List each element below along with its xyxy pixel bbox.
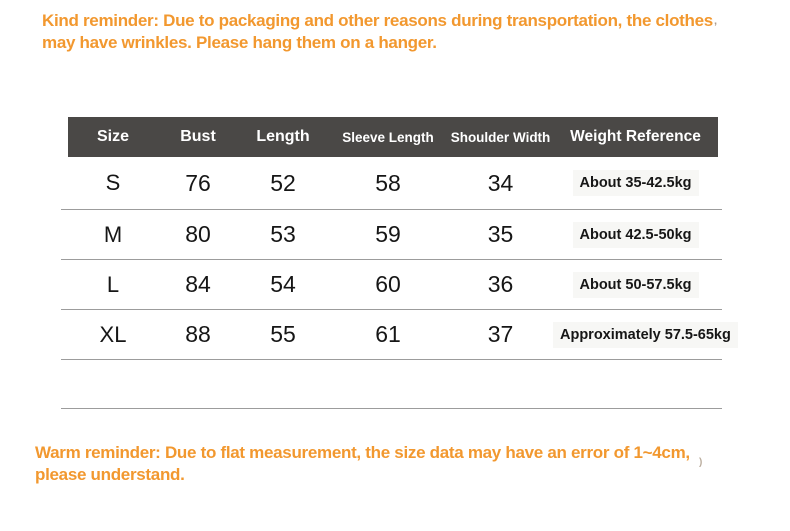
cell-weight-reference: About 35-42.5kg — [553, 170, 718, 196]
table-row-s: S 76 52 58 34 About 35-42.5kg — [61, 157, 722, 210]
cell-bust: 88 — [185, 321, 211, 347]
weight-badge: About 35-42.5kg — [572, 170, 699, 196]
weight-badge: About 50-57.5kg — [572, 271, 699, 298]
cell-sleeve-length: 61 — [375, 321, 401, 347]
size-table: Size Bust Length Sleeve Length Shoulder … — [61, 117, 738, 409]
header-length: Length — [256, 128, 310, 145]
size-table-header-row: Size Bust Length Sleeve Length Shoulder … — [68, 117, 718, 157]
cell-shoulder-width: 35 — [487, 221, 514, 247]
cell-size: L — [106, 271, 120, 297]
cell-weight-reference: About 42.5-50kg — [553, 221, 718, 248]
table-row-xl: XL 88 55 61 37 Approximately 57.5-65kg — [61, 310, 738, 360]
table-row-l: L 84 54 60 36 About 50-57.5kg — [61, 260, 722, 310]
weight-badge: About 42.5-50kg — [572, 221, 699, 248]
warm-reminder-text: Warm reminder: Due to flat measurement, … — [35, 443, 690, 484]
cell-sleeve-length: 58 — [375, 169, 401, 196]
cell-shoulder-width: 34 — [487, 169, 514, 196]
cell-sleeve-length: 59 — [375, 221, 401, 247]
header-weight-reference: Weight Reference — [570, 128, 701, 145]
cell-weight-reference: Approximately 57.5-65kg — [553, 321, 738, 348]
cell-length: 54 — [270, 271, 296, 297]
cell-sleeve-length: 60 — [375, 271, 401, 297]
cell-shoulder-width: 37 — [487, 321, 514, 347]
cell-bust: 80 — [185, 221, 211, 247]
stray-mark-top: ’ — [714, 21, 718, 33]
cell-length: 55 — [270, 321, 296, 347]
header-shoulder-width: Shoulder Width — [450, 129, 551, 145]
cell-weight-reference: About 50-57.5kg — [553, 271, 718, 298]
cell-length: 53 — [270, 221, 296, 247]
table-row-m: M 80 53 59 35 About 42.5-50kg — [61, 210, 722, 260]
cell-bust: 84 — [185, 271, 211, 297]
cell-bust: 76 — [185, 169, 211, 196]
cell-size: XL — [99, 321, 127, 347]
header-bust: Bust — [180, 128, 216, 145]
cell-size: M — [103, 221, 123, 247]
cell-length: 52 — [270, 169, 296, 196]
header-size: Size — [96, 128, 129, 145]
cell-shoulder-width: 36 — [487, 271, 514, 297]
table-row-empty — [61, 360, 722, 409]
header-sleeve-length: Sleeve Length — [342, 129, 434, 145]
stray-mark-bottom: ) — [699, 457, 703, 468]
cell-size: S — [105, 170, 121, 195]
weight-badge: Approximately 57.5-65kg — [553, 321, 738, 348]
kind-reminder-text: Kind reminder: Due to packaging and othe… — [42, 11, 713, 52]
